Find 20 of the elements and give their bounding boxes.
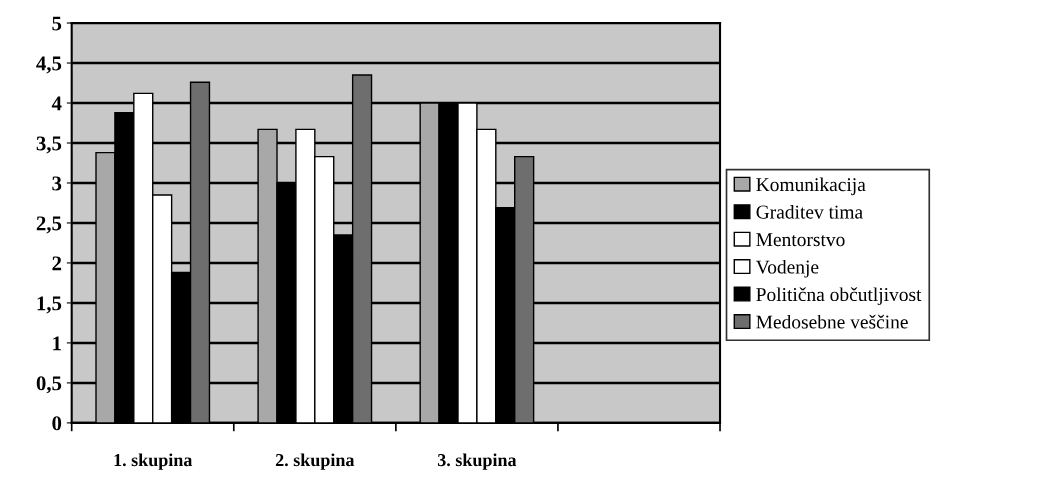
y-tick-label: 2,5 bbox=[36, 216, 62, 234]
legend-label: Vodenje bbox=[755, 259, 819, 278]
legend-label: Mentorstvo bbox=[756, 233, 845, 247]
x-tick-label: 3. skupina bbox=[437, 453, 517, 470]
y-tick-label: 3 bbox=[52, 176, 62, 191]
legend-label: Medosebne veščine bbox=[756, 314, 908, 329]
x-tick-label: 1. skupina bbox=[114, 453, 193, 470]
y-tick-label: 4,5 bbox=[36, 56, 62, 74]
legend-label: Politična občutljivost bbox=[756, 287, 922, 306]
y-tick-label: 0,5 bbox=[36, 376, 62, 394]
y-tick-label: 4 bbox=[51, 96, 62, 111]
y-tick-label: 5 bbox=[52, 16, 62, 31]
legend-label: Graditev tima bbox=[756, 204, 863, 219]
y-tick-label: 1,5 bbox=[37, 296, 62, 314]
y-tick-label: 3,5 bbox=[36, 136, 62, 154]
x-tick-label: 2. skupina bbox=[275, 453, 355, 470]
y-tick-label: 2 bbox=[52, 256, 62, 271]
y-tick-label: 0 bbox=[52, 416, 62, 431]
y-tick-label: 1 bbox=[53, 336, 61, 351]
legend-label: Komunikacija bbox=[756, 177, 866, 196]
